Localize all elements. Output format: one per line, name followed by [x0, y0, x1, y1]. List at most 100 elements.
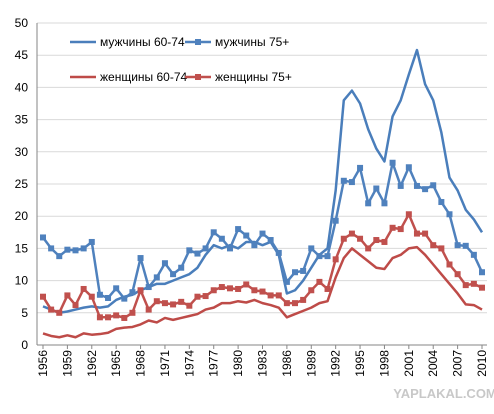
point — [357, 164, 364, 171]
point — [365, 245, 372, 252]
y-tick-label: 30 — [15, 145, 29, 159]
x-tick-label: 1983 — [256, 350, 270, 377]
point — [267, 292, 274, 299]
point — [80, 245, 87, 252]
point — [194, 250, 201, 257]
point — [178, 264, 185, 271]
point — [292, 269, 299, 276]
point — [413, 230, 420, 237]
point — [470, 251, 477, 258]
point — [186, 247, 193, 254]
point — [218, 284, 225, 291]
point — [259, 230, 266, 237]
point — [235, 285, 242, 292]
point — [72, 302, 79, 309]
point — [405, 211, 412, 218]
point — [251, 242, 258, 249]
point — [348, 230, 355, 237]
point — [210, 229, 217, 236]
point — [40, 234, 46, 241]
point — [479, 269, 485, 276]
point — [462, 282, 469, 289]
y-tick-label: 45 — [15, 48, 29, 62]
point — [373, 185, 380, 192]
point — [48, 245, 55, 252]
point — [300, 296, 307, 303]
legend-label: мужчины 60-74 — [100, 35, 185, 49]
point — [145, 306, 152, 313]
point — [170, 271, 177, 278]
x-tick-label: 1977 — [207, 350, 221, 377]
point — [56, 309, 63, 316]
point — [422, 230, 429, 237]
point — [308, 287, 315, 294]
point — [316, 253, 323, 260]
point — [430, 242, 437, 249]
point — [292, 300, 299, 307]
point — [88, 238, 95, 245]
y-tick-label: 15 — [15, 241, 29, 255]
x-tick-label: 1986 — [280, 350, 294, 377]
point — [218, 235, 225, 242]
x-tick-label: 1992 — [329, 350, 343, 377]
point — [88, 293, 95, 300]
point — [153, 274, 160, 281]
point — [324, 253, 331, 260]
y-tick-label: 5 — [21, 306, 28, 320]
point — [365, 200, 372, 207]
point — [113, 285, 120, 292]
point — [186, 302, 193, 309]
point — [462, 242, 469, 249]
point — [340, 235, 347, 242]
watermark: YAPLAKAL.COM — [393, 386, 494, 401]
point — [202, 245, 209, 252]
point — [161, 300, 168, 307]
point — [105, 294, 112, 301]
point — [226, 245, 233, 252]
point — [137, 255, 144, 262]
point — [332, 217, 339, 224]
point — [243, 281, 250, 288]
point — [454, 271, 461, 278]
y-tick-label: 50 — [15, 16, 29, 30]
point — [413, 182, 420, 189]
point — [194, 293, 201, 300]
y-tick-label: 40 — [15, 80, 29, 94]
point — [308, 245, 315, 252]
point — [48, 306, 55, 313]
point — [438, 199, 445, 206]
point — [129, 289, 136, 296]
point — [145, 284, 152, 291]
point — [357, 235, 364, 242]
point — [121, 295, 128, 302]
point — [316, 278, 323, 285]
y-tick-label: 25 — [15, 177, 29, 191]
point — [373, 237, 380, 244]
point — [470, 280, 477, 287]
point — [381, 200, 388, 207]
x-tick-label: 1959 — [60, 350, 74, 377]
point — [389, 224, 396, 231]
point — [324, 285, 331, 292]
point — [422, 186, 429, 193]
y-tick-label: 20 — [15, 209, 29, 223]
x-tick-label: 1956 — [36, 350, 50, 377]
point — [275, 249, 282, 256]
point — [96, 291, 103, 298]
point — [243, 232, 250, 239]
x-tick-label: 2010 — [475, 350, 489, 377]
point — [129, 309, 136, 316]
legend-label: мужчины 75+ — [215, 35, 289, 49]
x-tick-label: 1995 — [353, 350, 367, 377]
point — [454, 242, 461, 249]
point — [105, 314, 112, 321]
point — [56, 253, 63, 260]
point — [479, 284, 485, 291]
point — [210, 287, 217, 294]
point — [96, 314, 103, 321]
point — [137, 287, 144, 294]
x-tick-label: 1968 — [134, 350, 148, 377]
point — [113, 312, 120, 319]
point — [121, 314, 128, 321]
